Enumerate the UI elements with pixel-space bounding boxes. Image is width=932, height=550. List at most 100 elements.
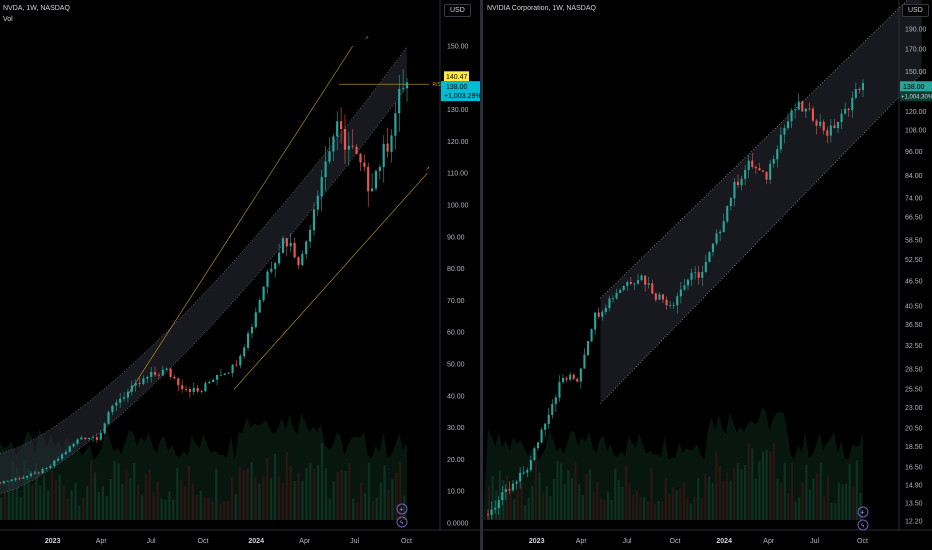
left-volume-bar [227,501,230,520]
right-lightning-icon-glyph: ϟ [861,524,865,530]
left-y-tick: 110.00 [447,171,468,178]
right-y-tick: 74.00 [905,196,923,203]
left-volume-bar [152,492,155,520]
right-candle-body [622,285,625,290]
left-candle-body [111,405,114,413]
left-volume-bar [375,497,378,520]
right-candle-body [683,285,686,290]
left-candle-body [316,195,319,210]
volume-indicator-label[interactable]: Vol [3,16,13,23]
left-volume-bar [86,486,89,520]
right-candle-body [529,460,532,471]
left-x-tick: 2024 [248,538,264,545]
right-volume-bar [704,473,707,520]
left-add-icon [396,503,408,515]
left-candle-body [239,355,242,366]
pane-divider[interactable] [480,0,483,550]
right-candle-body [858,89,861,91]
left-candle-body [258,300,261,313]
left-volume-bar [301,480,304,520]
right-candle-body [715,233,718,244]
right-volume-bar [632,494,635,520]
right-volume-bar [762,451,765,520]
right-volume-bar [506,475,509,520]
left-candle-body [33,472,36,474]
right-candle-body [547,414,550,424]
right-volume-area [483,407,863,520]
right-volume-bar [693,496,696,520]
left-candle-body [64,451,67,455]
left-candle-body [301,254,304,266]
left-volume-bar [176,468,179,520]
right-x-tick: Jul [623,538,632,545]
left-volume-bar [47,490,50,520]
left-candle-body [91,437,95,438]
right-candle-body [854,89,857,98]
left-candle-body [41,469,44,474]
left-volume-bar [144,473,147,520]
right-candle-body [533,448,536,461]
right-y-tick: 16.50 [905,464,923,471]
right-volume-bar [798,497,801,520]
right-candle-body [736,181,739,186]
left-candle-body [200,391,203,392]
left-candle-body [278,252,281,264]
left-candle-body [188,389,191,393]
right-currency-button[interactable]: USD [902,4,929,17]
right-candle-body [826,130,829,136]
right-candle-body [840,113,843,122]
left-currency-button[interactable]: USD [444,4,471,17]
right-volume-bar [614,468,617,520]
right-chart-title: NVIDIA Corporation, 1W, NASDAQ [487,5,596,12]
left-volume-bar [125,470,128,520]
right-volume-bar [747,443,750,520]
left-candle-body [37,472,40,474]
right-volume-bar [790,463,793,520]
left-volume-bar [27,468,30,520]
left-volume-bar [399,462,402,520]
left-y-tick: 50.00 [447,362,465,369]
right-volume-bar [596,481,599,520]
left-volume-bar [105,496,108,520]
right-volume-bar [776,478,779,520]
left-candle-body [29,473,33,476]
left-chart-canvas[interactable]: R/S↗↗150.00140.00130.00120.00110.00100.0… [0,0,480,550]
left-volume-bar [31,485,34,520]
right-volume-bar [617,480,620,520]
right-y-tick: 20.50 [905,426,923,433]
right-volume-bar [643,497,646,520]
left-candle-body [53,460,56,466]
left-candle-body [219,374,222,376]
right-volume-bar [560,463,563,520]
right-chart-pane[interactable]: 190.00 170.00 150.00 138.00 120.00 108.00 96.0… [483,0,932,550]
right-volume-bar [848,463,851,520]
right-volume-bar [513,498,516,520]
right-volume-bar [502,480,505,520]
left-volume-bar [230,478,234,520]
right-volume-bar [787,493,790,520]
right-y-tick: 108.00 [905,128,927,135]
right-candle-body [754,166,757,169]
right-volume-bar [585,473,588,520]
right-y-tick: 150.00 [905,69,927,76]
left-volume-bar [43,476,46,520]
left-y-tick: 20.00 [447,457,465,464]
right-chart-canvas[interactable]: 190.00 170.00 150.00 138.00 120.00 108.00 96.0… [483,0,932,550]
right-y-tick: 32.50 [905,343,923,350]
right-candle-body [726,206,729,222]
left-candle-body [22,477,25,479]
right-volume-bar [841,484,844,520]
right-candle-body [558,382,561,398]
right-candle-body [619,289,622,293]
left-candle-body [153,372,157,375]
right-candle-body [590,329,593,342]
right-candle-body [658,294,661,300]
left-volume-bar [187,465,190,520]
right-candle-body [626,282,629,286]
right-candle-body [494,507,497,510]
right-y-tick: 12.20 [905,519,923,526]
left-add-icon-glyph: + [400,507,404,514]
left-chart-pane[interactable]: R/S↗↗150.00140.00130.00120.00110.00100.0… [0,0,480,550]
right-candle-body [794,109,797,111]
right-y-tick: 18.50 [905,444,923,451]
